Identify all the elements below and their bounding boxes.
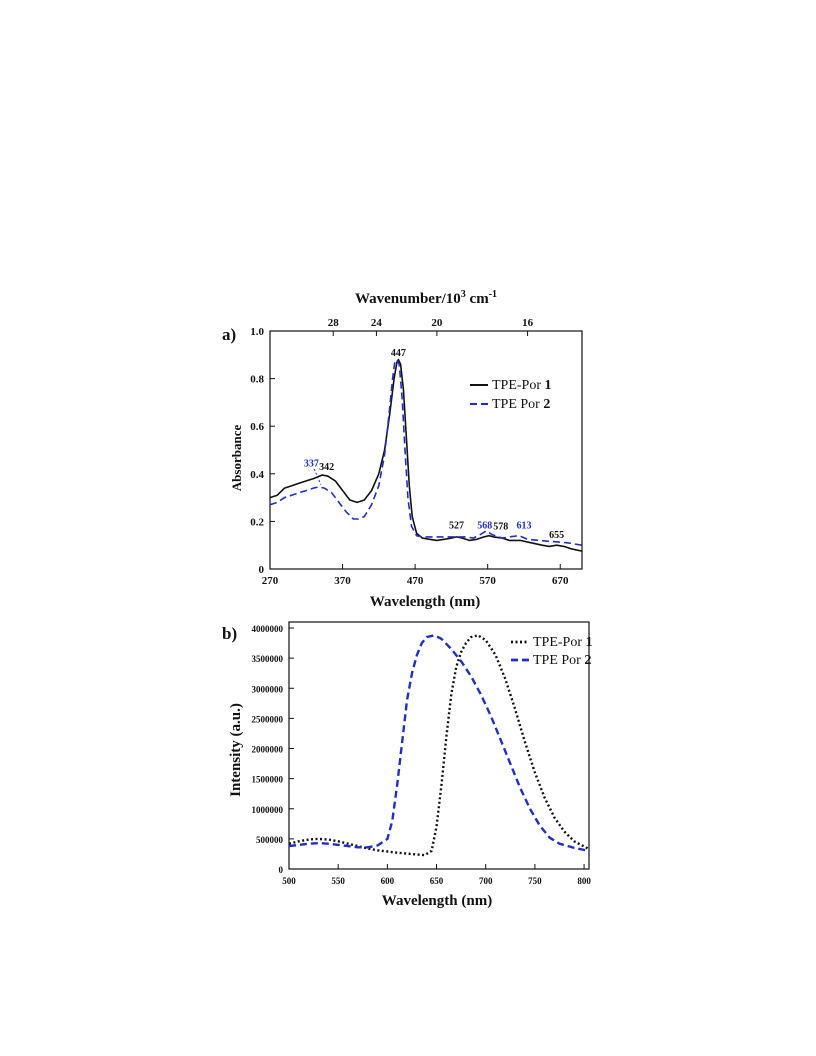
x-tick-label: 650 xyxy=(430,876,444,886)
top-tick-label: 28 xyxy=(328,317,340,329)
x-tick-label: 800 xyxy=(577,876,591,886)
x-tick-label: 500 xyxy=(282,876,296,886)
peak-label-527: 527 xyxy=(449,521,464,532)
x-tick-label: 600 xyxy=(381,876,395,886)
x-tick-label: 370 xyxy=(334,575,351,587)
top-axis-label: Wavenumber/103 cm-1 xyxy=(355,289,497,307)
top-tick-label: 16 xyxy=(522,317,534,329)
series-line-1 xyxy=(288,634,590,857)
top-tick-label: 24 xyxy=(371,317,383,329)
peak-label-568: 568 xyxy=(477,521,492,532)
peak-label-447: 447 xyxy=(391,348,406,359)
series-line-2 xyxy=(269,358,583,546)
y-tick-label: 0 xyxy=(259,564,265,576)
y-tick-label: 0.2 xyxy=(250,516,264,528)
x-tick-label: 270 xyxy=(262,575,279,587)
peak-label-578: 578 xyxy=(493,522,508,533)
plot-frame xyxy=(269,330,583,570)
peak-label-613: 613 xyxy=(516,521,531,532)
legend-label-1: TPE-Por 1 xyxy=(492,378,552,393)
y-tick-label: 3500000 xyxy=(252,654,284,664)
y-tick-label: 4000000 xyxy=(252,624,284,634)
legend-label-1: TPE-Por 1 xyxy=(533,635,593,650)
legend-label-2: TPE Por 2 xyxy=(533,653,591,668)
y-tick-label: 0 xyxy=(279,865,284,875)
panel-label-a: a) xyxy=(222,325,236,344)
y-axis-label-b: Intensity (a.u.) xyxy=(228,703,244,797)
y-tick-label: 1000000 xyxy=(252,805,284,815)
peak-arrow xyxy=(313,468,322,485)
peak-label-342: 342 xyxy=(319,462,334,473)
x-tick-label: 550 xyxy=(331,876,345,886)
top-tick-label: 20 xyxy=(431,317,443,329)
x-axis-label-b: Wavelength (nm) xyxy=(382,893,492,909)
x-tick-label: 750 xyxy=(528,876,542,886)
y-tick-label: 500000 xyxy=(256,835,284,845)
x-tick-label: 700 xyxy=(479,876,493,886)
plot-frame xyxy=(288,621,590,870)
peak-label-337: 337 xyxy=(304,459,319,470)
x-axis-label-a: Wavelength (nm) xyxy=(370,594,480,610)
x-tick-label: 570 xyxy=(479,575,496,587)
y-tick-label: 2000000 xyxy=(252,745,284,755)
series-line-2 xyxy=(288,634,590,853)
y-tick-label: 2500000 xyxy=(252,714,284,724)
y-tick-label: 0.4 xyxy=(250,469,264,481)
series-line-1 xyxy=(269,358,583,552)
y-tick-label: 1.0 xyxy=(250,326,264,338)
y-tick-label: 1500000 xyxy=(252,775,284,785)
y-tick-label: 0.8 xyxy=(250,374,264,386)
panel-label-b: b) xyxy=(222,624,237,643)
y-axis-label-a: Absorbance xyxy=(229,425,244,492)
x-tick-label: 470 xyxy=(407,575,424,587)
y-tick-label: 3000000 xyxy=(252,684,284,694)
peak-label-655: 655 xyxy=(549,530,564,541)
y-tick-label: 0.6 xyxy=(250,421,264,433)
legend-label-2: TPE Por 2 xyxy=(492,397,550,412)
x-tick-label: 670 xyxy=(552,575,569,587)
